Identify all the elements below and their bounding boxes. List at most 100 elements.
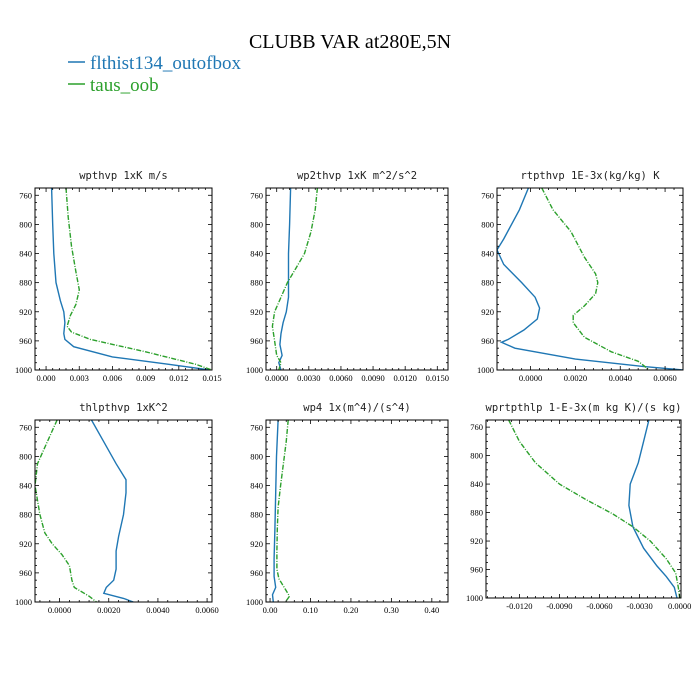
y-tick-label: 880 — [19, 510, 32, 520]
y-tick-label: 840 — [250, 249, 263, 259]
panel-4: thlpthvp 1xK^2 760 800 840 880 920 960 1000 0.00… — [15, 402, 219, 615]
y-tick-label: 920 — [19, 307, 32, 317]
legend-label-1: flthist134_outofbox — [90, 53, 241, 74]
x-tick-label: 0.0150 — [426, 373, 449, 383]
legend-entry-2: taus_oob — [68, 75, 159, 96]
y-tick-label: 1000 — [477, 365, 494, 375]
series-line-2 — [65, 188, 212, 370]
y-tick-label: 760 — [19, 422, 32, 432]
x-tick-label: -0.0120 — [506, 601, 532, 611]
panel-3: rtpthvp 1E-3x(kg/kg) K 760 800 840 880 920 960… — [477, 170, 684, 383]
y-tick-label: 960 — [19, 568, 32, 578]
plot-frame — [265, 419, 449, 603]
x-tick-label: 0.40 — [424, 605, 439, 615]
x-tick-label: 0.0060 — [329, 373, 352, 383]
x-tick-label: 0.015 — [202, 373, 221, 383]
x-tick-label: 0.30 — [384, 605, 399, 615]
panel-title: wp2thvp 1xK m^2/s^2 — [297, 170, 417, 182]
y-tick-label: 920 — [19, 539, 32, 549]
series-line-1 — [271, 420, 279, 602]
y-tick-label: 800 — [250, 451, 263, 461]
panel-title: rtpthvp 1E-3x(kg/kg) K — [520, 170, 660, 182]
y-tick-label: 960 — [250, 568, 263, 578]
y-tick-label: 880 — [19, 278, 32, 288]
plot-frame — [265, 187, 449, 371]
y-tick-label: 920 — [250, 307, 263, 317]
x-tick-label: 0.0060 — [653, 373, 676, 383]
y-tick-label: 840 — [470, 479, 483, 489]
legend: flthist134_outofbox taus_oob — [68, 53, 241, 96]
series-line-1 — [50, 188, 210, 370]
x-tick-label: 0.0000 — [265, 373, 288, 383]
panel-2: wp2thvp 1xK m^2/s^2 760 800 840 880 920 960 100… — [246, 170, 449, 383]
y-tick-label: 800 — [250, 219, 263, 229]
x-tick-label: 0.000 — [37, 373, 56, 383]
panel-title: wpthvp 1xK m/s — [79, 170, 168, 182]
x-tick-label: -0.0030 — [626, 601, 652, 611]
y-tick-label: 880 — [250, 510, 263, 520]
x-tick-label: 0.10 — [303, 605, 318, 615]
y-tick-label: 960 — [470, 565, 483, 575]
y-tick-label: 840 — [19, 481, 32, 491]
series-line-2 — [271, 188, 319, 370]
y-tick-label: 960 — [19, 336, 32, 346]
series-line-1 — [497, 188, 683, 370]
y-tick-label: 760 — [19, 190, 32, 200]
y-tick-label: 800 — [470, 451, 483, 461]
series-line-2 — [276, 420, 291, 602]
legend-label-2: taus_oob — [90, 75, 159, 96]
y-tick-label: 760 — [250, 190, 263, 200]
y-tick-label: 840 — [19, 249, 32, 259]
x-tick-label: 0.0000 — [668, 601, 691, 611]
x-tick-label: 0.00 — [263, 605, 278, 615]
y-tick-label: 1000 — [15, 365, 32, 375]
plot-frame — [34, 419, 213, 603]
series-line-1 — [90, 420, 134, 602]
series-line-2 — [508, 420, 681, 598]
panel-5: wp4 1x(m^4)/(s^4)76080084088092096010000… — [246, 402, 449, 615]
chart-title: CLUBB VAR at280E,5N — [249, 31, 451, 53]
y-tick-label: 880 — [250, 278, 263, 288]
x-tick-label: 0.009 — [136, 373, 155, 383]
series-line-2 — [35, 420, 97, 602]
x-tick-label: 0.0000 — [519, 373, 542, 383]
y-tick-label: 920 — [250, 539, 263, 549]
y-tick-label: 1000 — [15, 597, 32, 607]
x-tick-label: 0.0030 — [297, 373, 320, 383]
x-tick-label: 0.0040 — [609, 373, 632, 383]
series-line-1 — [278, 188, 292, 370]
y-tick-label: 800 — [19, 219, 32, 229]
series-line-1 — [628, 420, 678, 598]
y-tick-label: 1000 — [466, 593, 483, 603]
y-tick-label: 760 — [470, 422, 483, 432]
x-tick-label: 0.012 — [169, 373, 188, 383]
y-tick-label: 760 — [481, 190, 494, 200]
x-tick-label: 0.0040 — [146, 605, 169, 615]
y-tick-label: 800 — [19, 451, 32, 461]
x-tick-label: 0.0120 — [393, 373, 416, 383]
plot-frame — [34, 187, 213, 371]
y-tick-label: 1000 — [246, 365, 263, 375]
y-tick-label: 960 — [250, 336, 263, 346]
panel-title: wp4 1x(m^4)/(s^4) — [303, 402, 410, 414]
x-tick-label: 0.0020 — [97, 605, 120, 615]
x-tick-label: 0.003 — [70, 373, 89, 383]
x-tick-label: 0.20 — [343, 605, 358, 615]
series-line-2 — [541, 188, 650, 370]
legend-entry-1: flthist134_outofbox — [68, 53, 241, 74]
x-tick-label: -0.0090 — [546, 601, 572, 611]
y-tick-label: 760 — [250, 422, 263, 432]
plot-frame — [496, 187, 684, 371]
x-tick-label: 0.0090 — [361, 373, 384, 383]
y-tick-label: 1000 — [246, 597, 263, 607]
y-tick-label: 840 — [250, 481, 263, 491]
panel-title: wprtpthlp 1-E-3x(m kg K)/(s kg) — [486, 402, 682, 414]
y-tick-label: 920 — [481, 307, 494, 317]
x-tick-label: -0.0060 — [586, 601, 612, 611]
chart-panels: wpthvp 1xK m/s76080084088092096010000.00… — [15, 170, 691, 615]
x-tick-label: 0.0000 — [48, 605, 71, 615]
y-tick-label: 880 — [481, 278, 494, 288]
y-tick-label: 840 — [481, 249, 494, 259]
y-tick-label: 960 — [481, 336, 494, 346]
